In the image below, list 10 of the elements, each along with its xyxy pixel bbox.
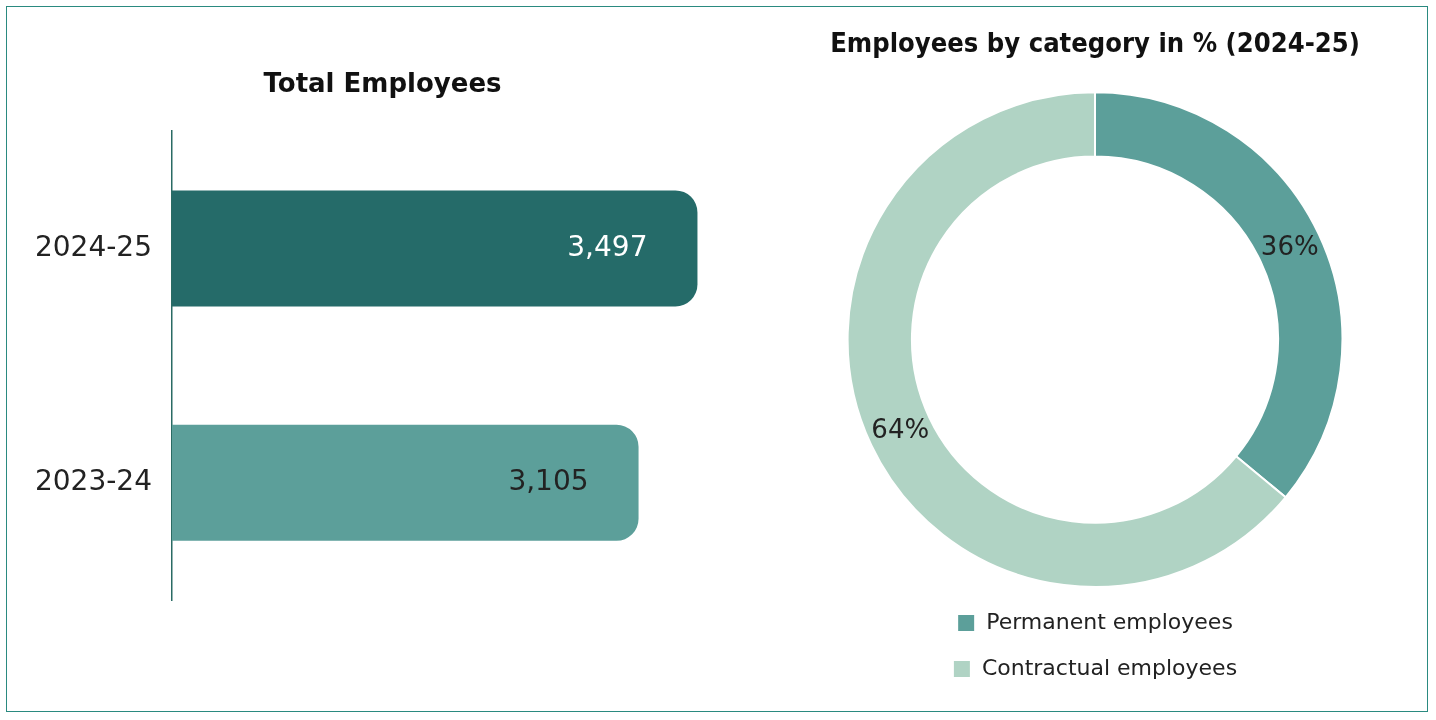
legend-label: Permanent employees	[986, 608, 1233, 634]
legend-label: Contractual employees	[981, 654, 1238, 680]
data-label: 3,105	[508, 464, 589, 498]
y-tick-label: 2023-24	[34, 464, 152, 498]
y-tick-label: 2024-25	[34, 229, 152, 263]
chart-title: Total Employees	[263, 68, 502, 99]
data-label: 36%	[1260, 230, 1319, 261]
data-label: 3,497	[567, 229, 648, 263]
data-label: 64%	[871, 413, 930, 444]
chart-title: Employees by category in % (2024-25)	[830, 28, 1360, 59]
